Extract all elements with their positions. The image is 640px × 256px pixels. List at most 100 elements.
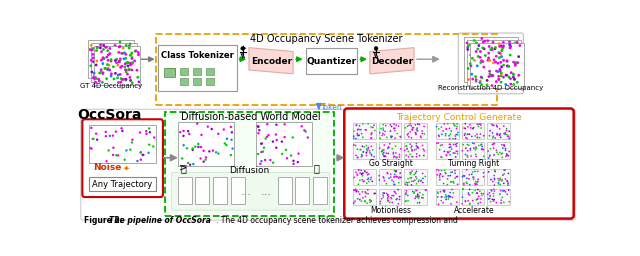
Point [383, 198, 393, 202]
Point [414, 200, 424, 205]
Point [499, 58, 509, 62]
Point [431, 124, 442, 129]
Point [420, 188, 431, 192]
Point [506, 69, 516, 73]
Point [488, 134, 499, 138]
Point [438, 201, 448, 205]
Point [403, 199, 413, 203]
Point [464, 143, 474, 147]
Point [445, 132, 456, 136]
Point [446, 202, 456, 206]
Point [365, 200, 375, 204]
Point [110, 44, 120, 48]
Point [88, 137, 99, 141]
Point [132, 75, 143, 79]
Point [411, 194, 421, 198]
Point [442, 150, 452, 154]
Point [125, 55, 136, 59]
Point [366, 136, 376, 140]
Point [410, 123, 420, 127]
Point [475, 55, 485, 59]
Point [115, 44, 125, 48]
Point [462, 143, 472, 147]
Point [495, 150, 505, 154]
Bar [436, 142, 459, 158]
Polygon shape [370, 48, 414, 74]
Point [219, 127, 229, 132]
Point [410, 171, 420, 175]
Point [463, 192, 474, 196]
Point [131, 49, 141, 53]
Point [502, 179, 513, 183]
Point [100, 130, 111, 134]
Point [512, 80, 522, 84]
Point [363, 177, 373, 182]
Point [411, 189, 421, 193]
Point [412, 182, 422, 186]
Point [405, 152, 415, 156]
Point [479, 65, 489, 69]
Point [501, 73, 511, 77]
Point [471, 182, 481, 186]
Point [472, 146, 482, 151]
Point [271, 123, 282, 127]
Point [463, 78, 474, 82]
Point [452, 133, 463, 137]
Point [378, 131, 388, 135]
Text: ✦: ✦ [123, 163, 130, 172]
Point [103, 71, 113, 75]
Point [390, 136, 400, 140]
Point [351, 188, 362, 193]
Point [451, 149, 461, 153]
Point [123, 46, 133, 50]
Point [413, 122, 423, 126]
Point [386, 135, 396, 140]
Point [125, 148, 136, 152]
Point [443, 195, 453, 199]
Point [123, 64, 133, 68]
Point [514, 73, 524, 77]
Point [387, 193, 397, 197]
Point [389, 154, 399, 158]
Point [472, 132, 482, 136]
Point [502, 73, 512, 77]
Point [356, 172, 367, 176]
Point [452, 150, 463, 154]
Point [483, 193, 493, 197]
Point [470, 169, 480, 174]
Point [401, 182, 411, 186]
Point [93, 46, 104, 50]
Point [485, 194, 495, 198]
Point [362, 149, 372, 153]
Point [496, 72, 506, 76]
Point [395, 134, 405, 138]
Point [365, 136, 376, 140]
Point [93, 68, 103, 72]
Point [493, 182, 504, 186]
Bar [404, 123, 427, 139]
Point [367, 179, 378, 183]
Point [361, 153, 371, 157]
Point [133, 50, 143, 55]
Point [401, 191, 411, 195]
Point [355, 192, 365, 196]
Point [470, 148, 481, 152]
Point [504, 40, 515, 44]
Point [473, 197, 483, 201]
Point [190, 145, 200, 149]
Point [358, 122, 368, 126]
Point [391, 174, 401, 178]
Point [126, 52, 136, 57]
Point [483, 39, 493, 43]
Point [354, 168, 364, 172]
Point [127, 57, 137, 61]
Point [511, 61, 521, 65]
Point [477, 46, 488, 50]
Point [360, 199, 370, 203]
Point [445, 137, 455, 141]
Point [120, 65, 130, 69]
Point [504, 134, 514, 138]
Point [500, 132, 510, 136]
Point [492, 125, 502, 129]
Point [349, 129, 359, 133]
